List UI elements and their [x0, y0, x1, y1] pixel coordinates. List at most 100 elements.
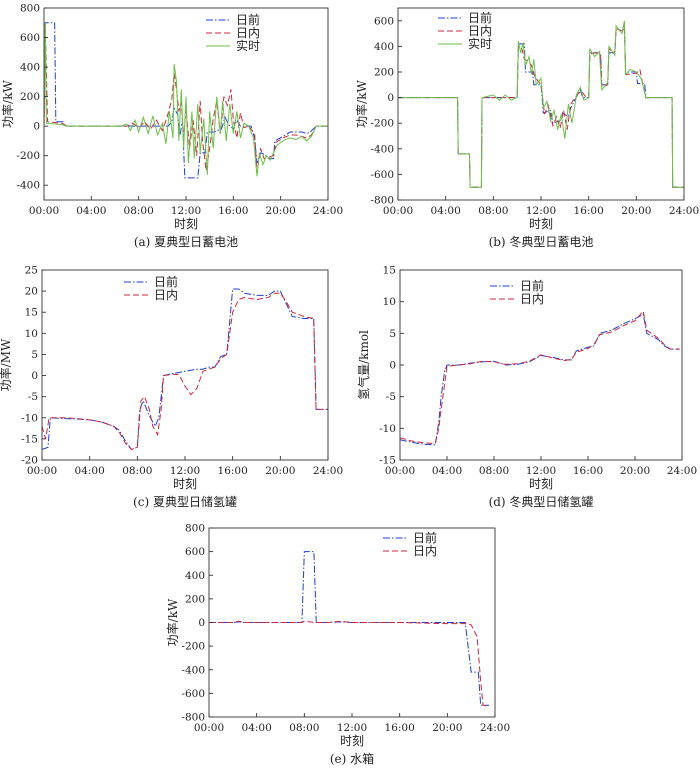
y-tick-label: 200 — [185, 593, 205, 605]
y-tick-label: 20 — [25, 286, 38, 298]
x-tick-label: 00:00 — [383, 205, 413, 217]
y-tick-label: 0 — [387, 92, 394, 104]
legend-label: 日内 — [236, 26, 260, 40]
y-tick-label: -10 — [21, 412, 38, 424]
x-tick-label: 04:00 — [431, 205, 461, 217]
legend-label: 实时 — [468, 36, 492, 51]
legend-label: 日内 — [520, 292, 544, 306]
y-tick-label: 15 — [25, 307, 38, 319]
y-tick-label: -5 — [28, 391, 38, 403]
series-line-3 — [44, 22, 328, 177]
y-tick-label: 600 — [20, 32, 40, 44]
x-tick-label: 04:00 — [242, 722, 272, 734]
y-tick-label: 10 — [25, 328, 38, 340]
chart-caption: (b) 冬典型日蓄电池 — [489, 234, 594, 249]
x-tick-label: 12:00 — [170, 465, 200, 477]
y-tick-label: -20 — [21, 455, 38, 467]
x-tick-label: 08:00 — [289, 722, 319, 734]
x-tick-label: 04:00 — [432, 465, 462, 477]
legend-label: 日内 — [413, 544, 437, 558]
series-line-2 — [42, 292, 328, 451]
legend-label: 日前 — [236, 12, 260, 27]
x-tick-label: 12:00 — [526, 205, 556, 217]
series-line-2 — [209, 620, 490, 707]
series-line-1 — [44, 22, 328, 179]
chart-b: 00:00 04:00 08:00 12:00 16:00 20:00 24:00 -800 -… — [354, 7, 699, 249]
y-tick-label: 400 — [374, 41, 394, 53]
y-tick-label: -400 — [181, 664, 205, 676]
y-tick-label: 0 — [389, 360, 396, 372]
series-line-2 — [400, 310, 680, 445]
y-tick-label: 400 — [20, 62, 40, 74]
x-tick-label: 12:00 — [171, 205, 201, 217]
x-tick-label: 00:00 — [194, 722, 224, 734]
plot-frame — [397, 7, 685, 201]
x-tick-label: 24:00 — [313, 205, 343, 217]
chart-a: 00:00 04:00 08:00 12:00 16:00 20:00 24:00 -400 -… — [0, 3, 343, 250]
x-tick-label: 16:00 — [218, 205, 248, 217]
x-tick-label: 00:00 — [385, 465, 415, 477]
x-tick-label: 08:00 — [478, 205, 508, 217]
y-tick-label: -15 — [21, 433, 38, 445]
y-tick-label: 400 — [185, 570, 205, 582]
y-tick-label: -200 — [181, 641, 205, 653]
x-tick-label: 12:00 — [526, 465, 556, 477]
legend-label: 日前 — [154, 274, 178, 289]
x-tick-label: 00:00 — [27, 465, 57, 477]
x-tick-label: 00:00 — [29, 205, 59, 217]
y-tick-label: -15 — [379, 455, 396, 467]
chart-c: 00:00 04:00 08:00 12:00 16:00 20:00 24:00 -20 -1… — [0, 265, 343, 510]
legend-label: 日内 — [154, 288, 178, 302]
legend-label: 实时 — [236, 38, 260, 53]
y-tick-label: 0 — [31, 370, 38, 382]
x-axis-label: 时刻 — [174, 217, 198, 231]
y-tick-label: -600 — [181, 688, 205, 700]
x-axis-label: 时刻 — [173, 477, 197, 491]
series-line-1 — [400, 313, 680, 446]
y-axis-label: 功率/kW — [165, 598, 180, 646]
y-tick-label: -400 — [370, 143, 394, 155]
x-tick-label: 04:00 — [75, 465, 105, 477]
y-tick-label: -5 — [386, 391, 396, 403]
x-tick-label: 24:00 — [480, 722, 510, 734]
y-axis-label: 功率/kW — [354, 80, 369, 128]
y-tick-label: -200 — [370, 118, 394, 130]
x-tick-label: 08:00 — [124, 205, 154, 217]
chart-caption: (a) 夏典型日蓄电池 — [134, 235, 238, 249]
x-tick-label: 16:00 — [573, 465, 603, 477]
y-tick-label: 15 — [383, 265, 396, 277]
x-tick-label: 16:00 — [574, 205, 604, 217]
x-tick-label: 24:00 — [667, 465, 697, 477]
x-tick-label: 20:00 — [432, 722, 462, 734]
y-tick-label: 25 — [25, 265, 38, 277]
y-tick-label: -600 — [370, 169, 394, 181]
x-axis-label: 时刻 — [340, 734, 364, 748]
y-tick-label: 5 — [31, 349, 38, 361]
y-axis-label: 氢气量/kmol — [356, 330, 371, 400]
y-tick-label: 0 — [33, 121, 40, 133]
y-axis-label: 功率/kW — [0, 80, 15, 128]
x-tick-label: 16:00 — [385, 722, 415, 734]
y-tick-label: -400 — [16, 180, 40, 192]
legend-label: 日前 — [520, 278, 544, 293]
legend-label: 日前 — [468, 10, 492, 25]
x-tick-label: 12:00 — [337, 722, 367, 734]
x-tick-label: 20:00 — [621, 205, 651, 217]
x-tick-label: 20:00 — [620, 465, 650, 477]
y-tick-label: 200 — [20, 91, 40, 103]
y-tick-label: 800 — [185, 523, 205, 535]
legend-label: 日内 — [468, 24, 492, 38]
y-tick-label: 0 — [198, 617, 205, 629]
chart-caption: (d) 冬典型日储氢罐 — [489, 494, 594, 509]
series-line-3 — [398, 20, 684, 188]
chart-caption: (c) 夏典型日储氢罐 — [133, 494, 237, 509]
y-tick-label: 5 — [389, 328, 396, 340]
plot-frame — [41, 269, 329, 461]
series-line-1 — [42, 288, 328, 451]
series-line-1 — [398, 29, 684, 188]
y-tick-label: 10 — [383, 296, 396, 308]
y-axis-label: 功率/MW — [0, 338, 13, 391]
x-tick-label: 08:00 — [479, 465, 509, 477]
legend-label: 日前 — [413, 530, 437, 545]
y-tick-label: -200 — [16, 150, 40, 162]
